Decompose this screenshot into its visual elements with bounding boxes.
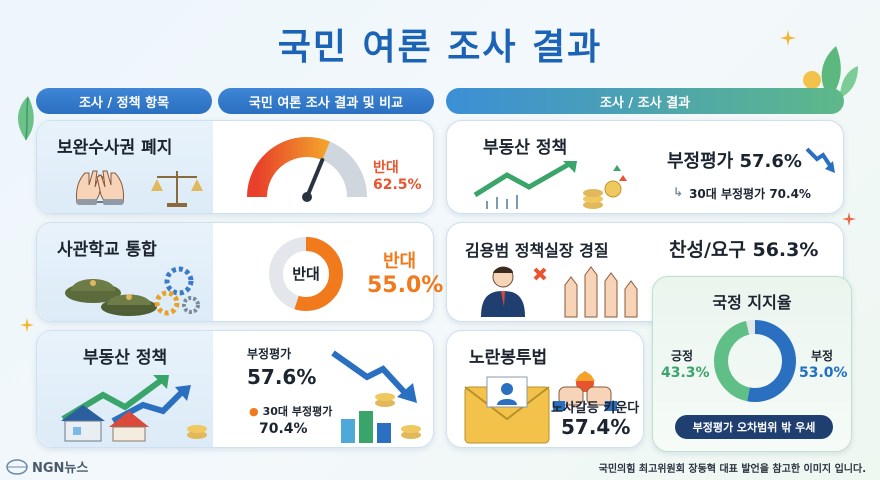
footer-note: 국민의힘 최고위원회 장동혁 대표 발언을 참고한 이미지 입니다. <box>598 464 866 475</box>
positive-value: 43.3% <box>661 365 710 381</box>
handcuffs-scales-icon <box>76 170 203 207</box>
header-items: 조사 / 정책 항목 <box>36 88 212 114</box>
sparkle-icon <box>842 212 856 226</box>
result-label: 반대 <box>373 160 399 176</box>
approval-title: 국정 지지율 <box>712 293 792 312</box>
military-caps-gears-icon <box>65 266 200 316</box>
result-value: 62.5% <box>373 177 422 193</box>
gauge-chart <box>247 137 367 202</box>
approval-note-badge: 부정평가 오차범위 밖 우세 <box>675 415 833 439</box>
logo-text: NGN뉴스 <box>32 461 89 476</box>
donut-chart <box>269 237 343 311</box>
sub-value: 70.4% <box>259 421 308 437</box>
header-results: 국민 여론 조사 결과 및 비교 <box>218 88 434 114</box>
negative-label: 부정 <box>811 349 834 363</box>
sub-label: 30대 부정평가 <box>262 405 333 418</box>
houses-rising-arrow-icon <box>61 375 207 442</box>
card-label: 부동산 정책 <box>483 138 568 158</box>
header-right: 조사 / 조사 결과 <box>446 88 844 114</box>
sparkle-icon <box>780 30 796 46</box>
result-value: 57.4% <box>561 415 631 439</box>
card-academy-merger: 사관학교 통합 반대 반대 55.0% <box>36 222 443 322</box>
positive-label: 긍정 <box>671 349 694 363</box>
businessman-raised-hands-icon <box>481 266 638 318</box>
card-real-estate-left: 부동산 정책 부정평가 57.6% ● 30대 부정평가 70.4% <box>36 330 434 448</box>
main-value: 57.6% <box>247 365 317 389</box>
result-text: 찬성/요구 56.3% <box>669 239 819 261</box>
falling-arrow-coins-icon <box>331 350 421 443</box>
approval-donut-chart <box>714 320 796 402</box>
approval-rating-card: 국정 지지율 긍정 43.3% 부정 53.0% 부정평가 오차범위 밖 우세 <box>652 276 852 452</box>
page-title: 국민 여론 조사 결과 <box>277 27 603 68</box>
result-value: 55.0% <box>367 273 444 298</box>
negative-value: 53.0% <box>799 365 848 381</box>
bullet-icon: ● <box>249 404 259 418</box>
leaf-decoration-icon <box>803 46 858 98</box>
card-real-estate-right: 부동산 정책 부정평가 57.6% ↳ 30대 부정평가 70.4% <box>446 120 844 214</box>
falling-arrow-icon <box>805 147 835 173</box>
news-logo: NGN뉴스 <box>6 457 88 476</box>
result-label: 반대 <box>383 251 417 272</box>
donut-center-label: 반대 <box>292 265 320 283</box>
card-investigation-rights: 보완수사권 폐지 반대 62.5% <box>36 120 434 214</box>
card-label: 부동산 정책 <box>83 348 168 368</box>
sub-text-row: ↳ 30대 부정평가 70.4% <box>673 185 811 202</box>
card-label: 노란봉투법 <box>469 348 548 368</box>
globe-logo-icon <box>6 458 28 475</box>
rising-line-chart-coins-icon <box>473 160 627 209</box>
main-label: 부정평가 <box>247 347 292 361</box>
leaf-decoration-icon <box>18 96 34 141</box>
card-label: 김용범 정책실장 경질 <box>465 241 609 260</box>
card-label: 보완수사권 폐지 <box>57 138 173 158</box>
result-label: 노사갈등 키운다 <box>551 401 640 416</box>
card-label: 사관학교 통합 <box>57 240 157 260</box>
sub-label-row: ● 30대 부정평가 <box>249 403 332 419</box>
branch-icon: ↳ <box>673 185 684 199</box>
card-yellow-envelope-law: 노란봉투법 노사갈등 키운다 57.4% <box>446 330 644 448</box>
main-text: 부정평가 57.6% <box>667 151 802 172</box>
sub-text: 30대 부정평가 70.4% <box>689 187 811 201</box>
envelope-fists-icon <box>464 371 617 444</box>
sparkle-icon <box>20 318 34 332</box>
